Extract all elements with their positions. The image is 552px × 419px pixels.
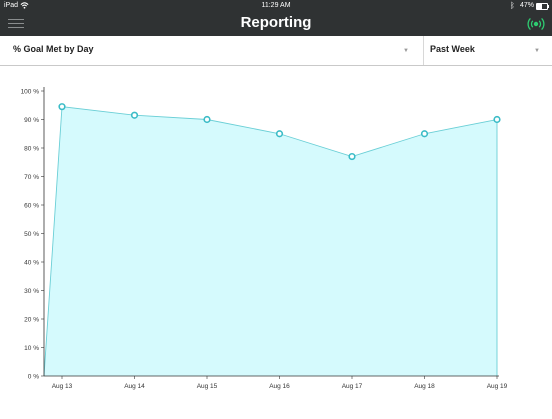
- status-time: 11:29 AM: [261, 2, 291, 9]
- metric-dropdown-label: % Goal Met by Day: [13, 44, 94, 54]
- x-tick-label: Aug 15: [197, 383, 218, 390]
- nav-bar: Reporting: [0, 12, 552, 36]
- status-bar: iPad 11:29 AM ᛒ 47%: [0, 0, 552, 12]
- data-point: [420, 130, 429, 138]
- data-point: [203, 115, 211, 124]
- y-tick-label: 20 %: [24, 316, 39, 323]
- x-tick-label: Aug 18: [414, 383, 435, 390]
- metric-dropdown[interactable]: % Goal Met by Day ▼: [0, 36, 424, 65]
- data-point: [130, 111, 139, 119]
- y-tick-label: 100 %: [21, 88, 40, 95]
- range-dropdown[interactable]: Past Week ▼: [424, 36, 552, 65]
- x-tick-label: Aug 13: [52, 383, 73, 390]
- filter-bar: % Goal Met by Day ▼ Past Week ▼: [0, 36, 552, 66]
- y-tick-label: 70 %: [24, 174, 39, 181]
- chart-svg: 0 % 10 % 20 % 30 % 40 % 50 % 60 % 70 % 80 % 90 % 1…: [21, 87, 508, 390]
- y-tick-label: 50 %: [24, 231, 39, 238]
- bluetooth-icon: ᛒ: [510, 1, 515, 10]
- chevron-down-icon: ▼: [534, 48, 540, 54]
- range-dropdown-label: Past Week: [430, 44, 475, 54]
- x-tick-label: Aug 16: [269, 383, 290, 390]
- battery-icon: [536, 3, 549, 10]
- data-point: [275, 130, 284, 138]
- area-fill: [44, 106, 497, 377]
- x-tick-label: Aug 14: [124, 383, 145, 390]
- wifi-icon: [20, 1, 29, 12]
- y-tick-label: 10 %: [24, 345, 39, 352]
- y-tick-label: 0 %: [28, 373, 39, 380]
- broadcast-icon[interactable]: [527, 15, 545, 33]
- y-tick-label: 40 %: [24, 259, 39, 266]
- y-tick-label: 30 %: [24, 288, 39, 295]
- page-title: Reporting: [240, 14, 312, 31]
- chevron-down-icon: ▼: [403, 48, 409, 54]
- x-tick-label: Aug 17: [342, 383, 363, 390]
- y-tick-label: 60 %: [24, 202, 39, 209]
- x-tick-label: Aug 19: [487, 383, 508, 390]
- data-point: [493, 115, 501, 124]
- device-name: iPad: [4, 2, 19, 9]
- data-point: [58, 103, 66, 111]
- y-tick-label: 90 %: [24, 117, 39, 124]
- battery-percent: 47%: [520, 2, 535, 9]
- goal-chart: 0 % 10 % 20 % 30 % 40 % 50 % 60 % 70 % 80 % 90 % 1…: [0, 66, 552, 414]
- y-tick-label: 80 %: [24, 145, 39, 152]
- menu-button[interactable]: [8, 18, 24, 30]
- data-point: [348, 152, 356, 161]
